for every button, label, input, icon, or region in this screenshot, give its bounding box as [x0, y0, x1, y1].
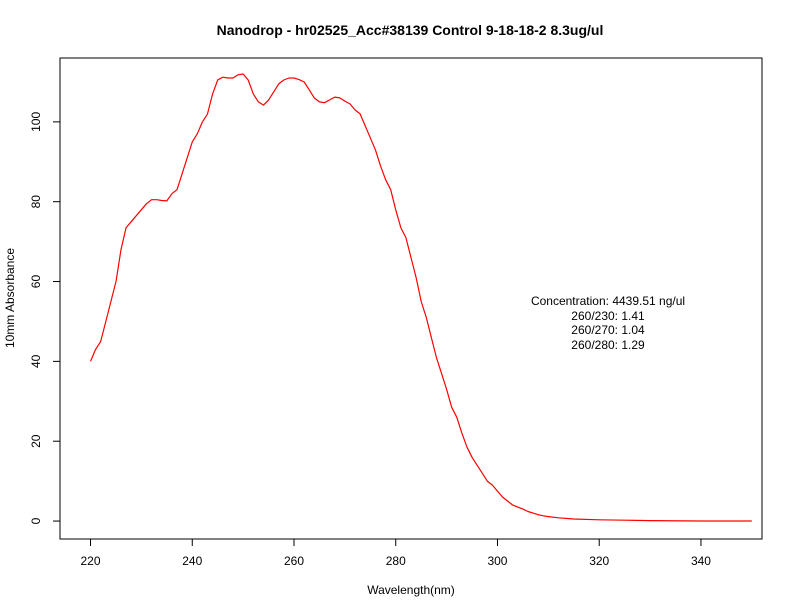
- ratio-260-230-text: 260/230: 1.41: [571, 309, 645, 323]
- x-tick-label: 220: [81, 554, 101, 568]
- x-tick-label: 300: [487, 554, 507, 568]
- y-axis-label: 10mm Absorbance: [3, 248, 17, 348]
- x-axis-label: Wavelength(nm): [367, 583, 455, 597]
- x-tick-label: 320: [589, 554, 609, 568]
- chart-title: Nanodrop - hr02525_Acc#38139 Control 9-1…: [217, 22, 604, 38]
- y-tick-label: 80: [29, 195, 43, 209]
- x-tick-label: 280: [386, 554, 406, 568]
- x-axis: 220 240 260 280 300 320 340: [81, 538, 711, 568]
- x-tick-label: 260: [284, 554, 304, 568]
- x-tick-label: 240: [182, 554, 202, 568]
- ratio-260-270-text: 260/270: 1.04: [571, 323, 645, 337]
- y-tick-label: 60: [29, 275, 43, 289]
- absorbance-series-line: [89, 73, 752, 522]
- ratio-260-280-text: 260/280: 1.29: [571, 338, 645, 352]
- y-axis: 0 20 40 60 80 100: [29, 112, 61, 524]
- stats-annotation: Concentration: 4439.51 ng/ul 260/230: 1.…: [531, 294, 685, 352]
- series-layer: [89, 73, 752, 522]
- y-tick-label: 0: [29, 517, 43, 524]
- y-tick-label: 100: [29, 112, 43, 132]
- y-tick-label: 20: [29, 434, 43, 448]
- y-tick-label: 40: [29, 354, 43, 368]
- concentration-text: Concentration: 4439.51 ng/ul: [531, 294, 685, 308]
- x-tick-label: 340: [691, 554, 711, 568]
